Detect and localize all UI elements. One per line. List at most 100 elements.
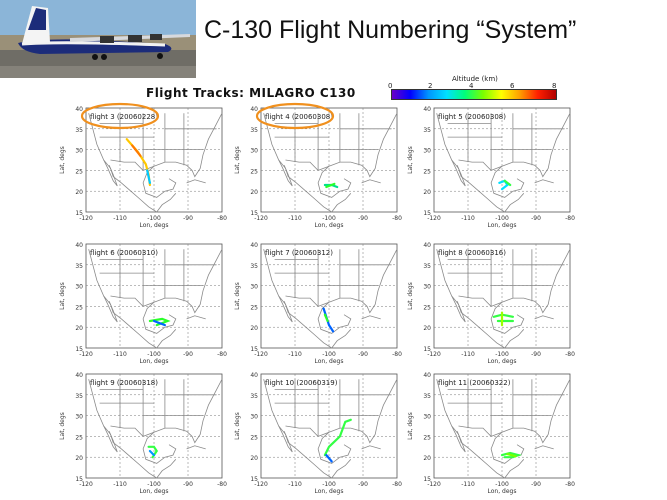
x-tick-label: -90 (358, 215, 368, 222)
x-tick-label: -80 (217, 351, 227, 358)
y-tick-label: 25 (250, 304, 258, 311)
coastline (436, 379, 505, 479)
coastline (317, 165, 352, 198)
y-tick-label: 30 (423, 284, 431, 291)
coastline (331, 459, 352, 479)
y-tick-label: 15 (75, 476, 83, 483)
y-tick-label: 30 (75, 148, 83, 155)
x-tick-label: -80 (392, 481, 402, 488)
x-axis-label: Lon, degs (315, 222, 344, 229)
coastline (331, 329, 352, 349)
coastline (285, 295, 330, 307)
x-tick-label: -80 (565, 481, 575, 488)
flight-track (131, 144, 142, 157)
y-axis-label: Lat, degs (407, 146, 414, 174)
highlight-ellipse (80, 102, 160, 130)
coastline (88, 379, 157, 479)
flight-panel: flight 6 (20060310) -120 -110 -100 -90 -80 40 3… (59, 240, 227, 365)
y-tick-label: 20 (75, 325, 83, 332)
flight-label: flight 3 (20060228) (90, 113, 158, 121)
x-tick-label: -110 (113, 351, 127, 358)
coastline (186, 315, 206, 320)
coastline (361, 179, 381, 184)
y-tick-label: 15 (423, 210, 431, 217)
colorbar-tick: 0 (388, 82, 393, 90)
coastline (278, 295, 293, 323)
coastline (99, 113, 217, 171)
flight-map: flight 11 (20060322) -120 -110 -100 -90 -80 40… (407, 372, 575, 495)
flight-label: flight 9 (20060318) (90, 379, 158, 387)
coastline (361, 315, 381, 320)
y-axis-label: Lat, degs (234, 282, 241, 310)
x-tick-label: -110 (113, 215, 127, 222)
x-tick-label: -90 (183, 351, 193, 358)
coastline (501, 379, 571, 444)
x-tick-label: -120 (254, 215, 268, 222)
y-axis-label: Lat, degs (407, 282, 414, 310)
y-tick-label: 40 (250, 106, 258, 113)
coastline (263, 249, 332, 349)
x-tick-label: -80 (217, 481, 227, 488)
x-tick-label: -80 (217, 215, 227, 222)
y-tick-label: 25 (75, 304, 83, 311)
coastline (331, 193, 352, 213)
y-axis-label: Lat, degs (234, 412, 241, 440)
x-tick-label: -90 (531, 351, 541, 358)
flight-map: flight 9 (20060318) -120 -110 -100 -90 -80 40 3… (59, 372, 227, 495)
coastline (458, 159, 503, 171)
flight-panel: flight 3 (20060228) -120 -110 -100 -90 -80 40 3… (59, 102, 227, 229)
coastline (186, 179, 206, 184)
x-axis-label: Lon, degs (488, 222, 517, 229)
coastline (534, 179, 554, 184)
flight-map: flight 8 (20060316) -120 -110 -100 -90 -80 40 3… (407, 242, 575, 365)
x-axis-label: Lon, degs (488, 488, 517, 495)
y-tick-label: 40 (250, 242, 258, 249)
flight-track (146, 169, 151, 184)
coastline (99, 379, 217, 437)
coastline (156, 459, 177, 479)
y-tick-label: 20 (423, 325, 431, 332)
coastline (328, 113, 398, 178)
y-tick-label: 20 (250, 325, 258, 332)
x-tick-label: -100 (495, 481, 509, 488)
y-tick-label: 40 (250, 372, 258, 379)
colorbar-label: Altitude (km) (452, 75, 498, 83)
y-axis-label: Lat, degs (59, 412, 66, 440)
x-tick-label: -80 (565, 215, 575, 222)
x-tick-label: -120 (427, 481, 441, 488)
y-tick-label: 40 (423, 372, 431, 379)
x-tick-label: -120 (427, 215, 441, 222)
highlight-ellipse (255, 102, 335, 130)
y-tick-label: 15 (423, 476, 431, 483)
coastline (274, 113, 392, 171)
coastline (504, 329, 525, 349)
x-tick-label: -90 (531, 481, 541, 488)
colorbar-tick: 2 (428, 82, 433, 90)
coastline (156, 193, 177, 213)
coastline (504, 193, 525, 213)
coastline (317, 301, 352, 334)
flight-label: flight 11 (20060322) (438, 379, 511, 387)
coastline (451, 159, 466, 187)
flight-panel: flight 11 (20060322) -120 -110 -100 -90 -80 40… (407, 370, 575, 495)
x-tick-label: -100 (147, 215, 161, 222)
y-tick-label: 20 (423, 189, 431, 196)
x-tick-label: -120 (254, 481, 268, 488)
y-tick-label: 30 (250, 148, 258, 155)
x-tick-label: -100 (147, 351, 161, 358)
y-axis-label: Lat, degs (59, 146, 66, 174)
y-tick-label: 15 (423, 346, 431, 353)
y-tick-label: 20 (250, 455, 258, 462)
coastline (103, 159, 118, 187)
coastline (156, 329, 177, 349)
x-axis-label: Lon, degs (140, 358, 169, 365)
coastline (436, 113, 505, 213)
x-tick-label: -110 (461, 481, 475, 488)
x-tick-label: -110 (288, 215, 302, 222)
y-tick-label: 40 (75, 106, 83, 113)
coastline (328, 249, 398, 314)
flight-track (148, 449, 156, 457)
flight-panel: flight 10 (20060319) -120 -110 -100 -90 -80 40… (234, 370, 402, 495)
flight-panel: flight 8 (20060316) -120 -110 -100 -90 -80 40 3… (407, 240, 575, 365)
coastline (285, 425, 330, 437)
